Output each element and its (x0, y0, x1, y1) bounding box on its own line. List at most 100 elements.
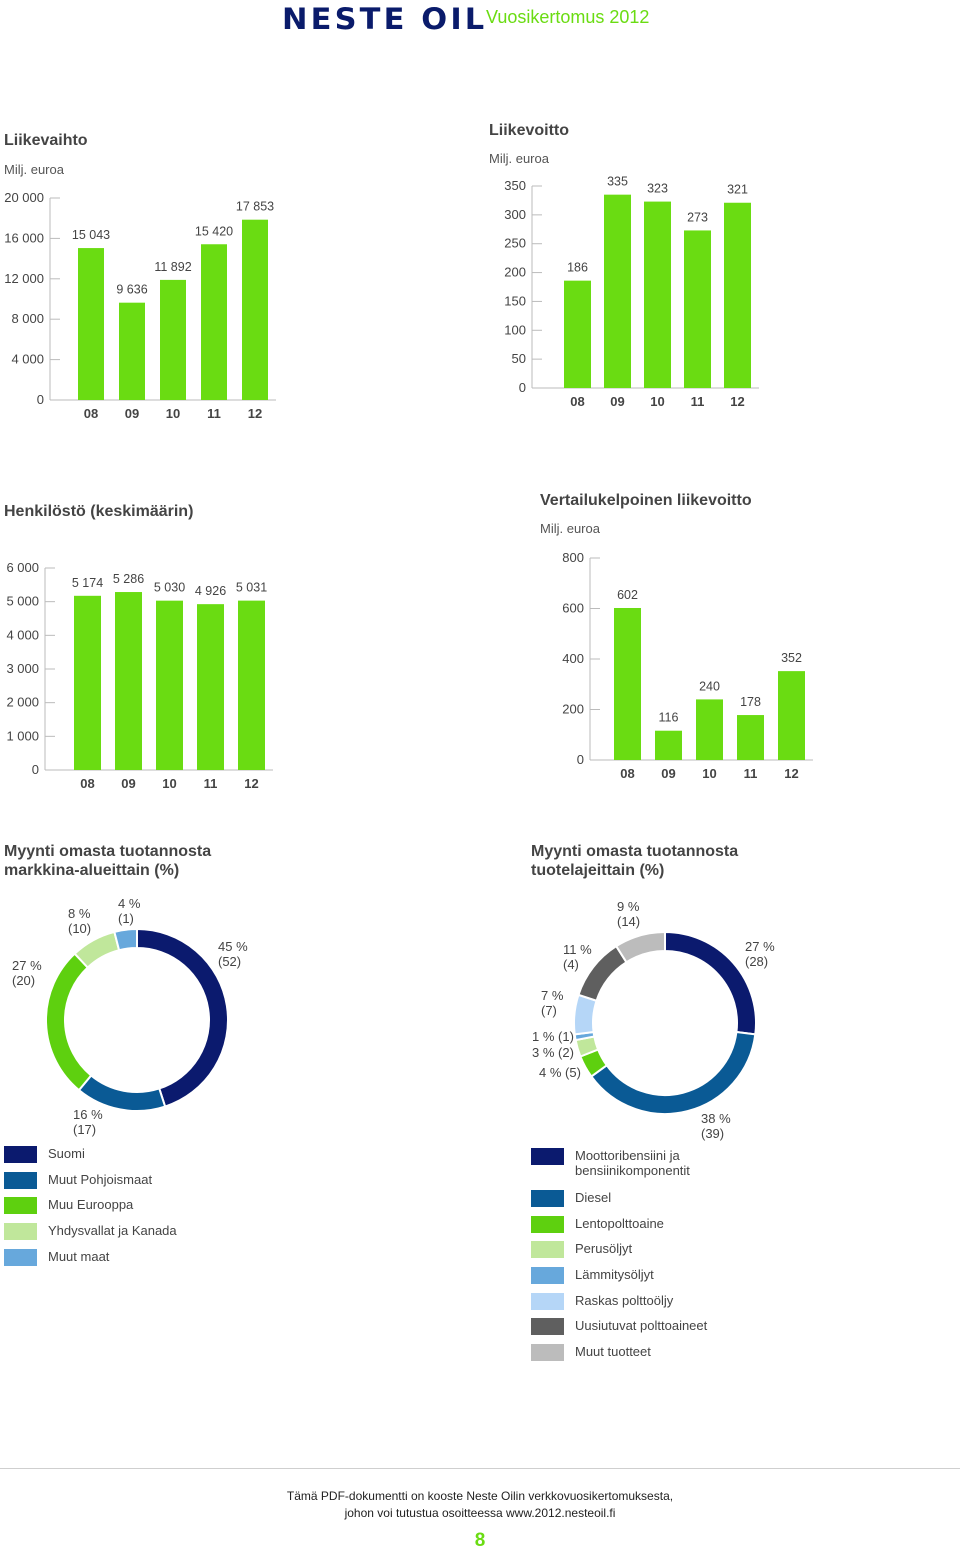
slice-pct-label: 38 % (701, 1111, 731, 1126)
chart-title-liikevaihto: Liikevaihto (4, 132, 88, 149)
donut-slice (573, 993, 598, 1036)
legend-label: Uusiutuvat polttoaineet (575, 1318, 708, 1334)
x-tick-label: 08 (84, 406, 98, 421)
x-tick-label: 08 (80, 776, 94, 791)
title-line-2: tuotelajeittain (%) (531, 862, 665, 879)
legend-label: Muut Pohjoismaat (48, 1171, 153, 1187)
data-label: 240 (699, 679, 720, 693)
legend-label: Muut maat (48, 1248, 110, 1264)
legend-item: Muu Eurooppa (4, 1197, 177, 1223)
donut-slice (77, 1074, 167, 1112)
report-title: Vuosikertomus 2012 (486, 7, 650, 27)
legend-label: Suomi (48, 1146, 85, 1161)
data-label: 323 (647, 182, 668, 196)
footer-divider (0, 1468, 960, 1469)
y-tick-label: 2 000 (6, 695, 39, 710)
title-line-1: Myynti omasta tuotannosta (531, 843, 739, 860)
data-label: 116 (659, 711, 679, 725)
slice-pct-label: 4 % (118, 896, 141, 911)
donut-slice (664, 930, 757, 1036)
x-tick-label: 11 (207, 406, 221, 421)
data-label: 5 286 (113, 572, 144, 586)
bar (724, 202, 751, 388)
slice-pct-label: 27 % (12, 958, 42, 973)
legend-swatch (531, 1267, 564, 1285)
legend-swatch (4, 1223, 37, 1241)
title-line-1: Myynti omasta tuotannosta (4, 843, 212, 860)
y-tick-label: 0 (37, 392, 44, 407)
slice-prev-label: (20) (12, 973, 35, 988)
slice-prev-label: (4) (563, 957, 579, 972)
slice-prev-label: (7) (541, 1003, 557, 1018)
y-tick-label: 8 000 (11, 311, 44, 326)
bar (564, 280, 591, 388)
data-label: 5 031 (236, 581, 267, 595)
slice-prev-label: (1) (118, 911, 134, 926)
legend-label: Perusöljyt (575, 1241, 633, 1257)
legend-tuotelajeittain: Moottoribensiini ja bensiinikomponentit Di… (531, 1148, 707, 1370)
y-tick-label: 16 000 (4, 230, 44, 245)
x-tick-label: 10 (702, 766, 716, 781)
title-line-2: markkina-alueittain (%) (4, 862, 180, 879)
y-tick-label: 20 000 (4, 190, 44, 205)
legend-label: Moottoribensiini ja bensiinikomponentit (575, 1148, 690, 1178)
slice-prev-label: (10) (68, 921, 91, 936)
y-tick-label: 100 (504, 322, 526, 337)
data-label: 186 (567, 261, 588, 275)
y-tick-label: 6 000 (6, 560, 39, 575)
bar (778, 671, 805, 760)
legend-item: Muut tuotteet (531, 1344, 707, 1370)
y-tick-label: 250 (504, 236, 526, 251)
legend-label: Muut tuotteet (575, 1344, 651, 1360)
data-label: 321 (727, 183, 748, 197)
bar (614, 607, 641, 760)
bar-chart-henkilosto: 0 1 000 2 000 3 000 4 000 5 000 6 000 5 174 08 5 … (6, 560, 273, 791)
slice-pct-label: 1 % (1) (532, 1029, 574, 1044)
legend-item: Perusöljyt (531, 1241, 707, 1267)
legend-label: Yhdysvallat ja Kanada (48, 1223, 177, 1239)
y-tick-label: 600 (562, 601, 584, 616)
x-tick-label: 12 (730, 394, 744, 409)
x-tick-label: 10 (650, 394, 664, 409)
donut-slice (614, 930, 666, 964)
y-tick-label: 800 (562, 550, 584, 565)
bar (115, 592, 142, 770)
y-tick-label: 4 000 (6, 627, 39, 642)
data-label: 178 (740, 695, 761, 709)
slice-prev-label: (52) (218, 954, 241, 969)
data-label: 9 636 (116, 283, 147, 297)
bar (74, 595, 101, 770)
x-tick-label: 11 (691, 394, 705, 409)
legend-item: Suomi (4, 1146, 177, 1172)
legend-item: Lentopolttoaine (531, 1215, 707, 1242)
slice-pct-label: 7 % (541, 988, 564, 1003)
bar (201, 244, 227, 400)
bar (156, 600, 183, 770)
legend-swatch (531, 1241, 564, 1259)
footer-text: Tämä PDF-dokumentti on kooste Neste Oili… (0, 1488, 960, 1522)
bar (644, 201, 671, 388)
bar (119, 302, 145, 400)
y-tick-label: 3 000 (6, 661, 39, 676)
x-tick-label: 12 (784, 766, 798, 781)
slice-pct-label: 4 % (5) (539, 1065, 581, 1080)
donut-slice (589, 1030, 757, 1115)
donut-slice (73, 930, 121, 969)
legend-item: Diesel (531, 1190, 707, 1216)
slice-prev-label: (28) (745, 954, 768, 969)
legend-item: Moottoribensiini ja bensiinikomponentit (531, 1148, 707, 1190)
bar (160, 279, 186, 400)
y-tick-label: 150 (504, 293, 526, 308)
legend-swatch (531, 1148, 564, 1165)
donut-chart-markkina-alueittain: 45 %(52) 16 %(17) 27 %(20) 8 %(10) 4 %(1) (12, 896, 248, 1137)
x-tick-label: 08 (620, 766, 634, 781)
bar-chart-liikevoitto: 0 50 100 150 200 250 300 350 186 08 335 09 323 10 273 1… (504, 175, 759, 409)
x-tick-label: 10 (166, 406, 180, 421)
slice-prev-label: (17) (73, 1122, 96, 1137)
legend-swatch (531, 1215, 564, 1233)
x-tick-label: 11 (744, 766, 758, 781)
legend-item: Muut Pohjoismaat (4, 1171, 177, 1198)
footer-line-1: Tämä PDF-dokumentti on kooste Neste Oili… (286, 1489, 674, 1503)
chart-title-markkina-alueittain: Myynti omasta tuotannosta markkina-aluei… (4, 842, 211, 880)
slice-pct-label: 9 % (617, 899, 640, 914)
